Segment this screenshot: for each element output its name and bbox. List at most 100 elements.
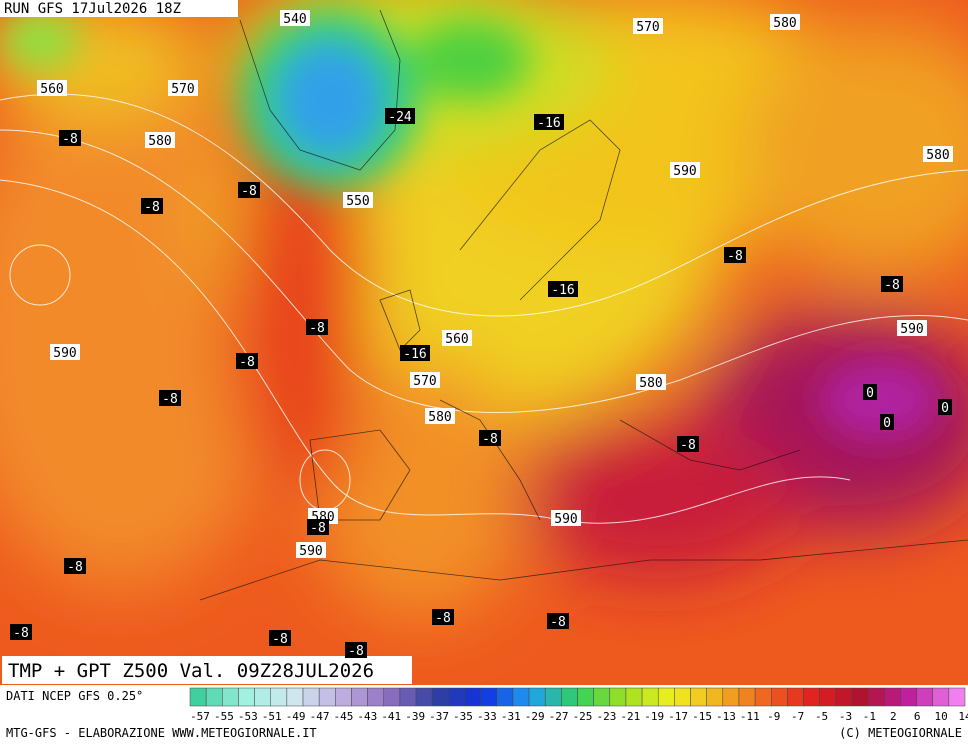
temperature-label-box (59, 130, 81, 146)
colorbar-tick-label: -9 (767, 710, 780, 723)
colorbar-tick-label: 6 (914, 710, 921, 723)
temperature-label-box (269, 630, 291, 646)
height-label-box (923, 146, 953, 162)
colorbar-cell (577, 687, 594, 707)
temperature-label: -8 (884, 278, 900, 293)
colorbar-cell (189, 687, 207, 707)
colorbar-tick-label: -23 (596, 710, 616, 723)
colorbar-tick-label: -13 (716, 710, 736, 723)
temperature-label: -8 (309, 321, 325, 336)
height-label-box (425, 408, 455, 424)
colorbar-cell (302, 687, 320, 707)
temperature-label: 0 (866, 386, 874, 401)
colorbar-tick-label: -21 (620, 710, 640, 723)
run-box (0, 0, 238, 17)
colorbar-cell (415, 687, 433, 707)
height-label-box (296, 542, 326, 558)
temperature-label-box (306, 319, 328, 335)
colorbar-cell (383, 687, 401, 707)
temperature-label: -8 (550, 615, 566, 630)
colorbar-cell (657, 687, 675, 707)
colorbar-cell (528, 687, 546, 707)
colorbar-tick-label: -43 (357, 710, 377, 723)
colorbar-cell (464, 687, 481, 707)
colorbar-cell (399, 687, 417, 707)
colorbar-cell (819, 687, 837, 707)
height-label: 590 (673, 164, 696, 179)
colorbar-cell (867, 687, 885, 707)
colorbar-tick-label: -53 (238, 710, 258, 723)
colorbar-tick-label: -7 (791, 710, 804, 723)
source-label: DATI NCEP GFS 0.25° (6, 689, 143, 703)
height-label: 580 (428, 410, 451, 425)
height-label: 580 (639, 376, 662, 391)
temperature-label-box (236, 353, 258, 369)
colorbar-cell (771, 687, 788, 707)
height-label-box (897, 320, 927, 336)
temperature-label-box (479, 430, 501, 446)
height-label: 540 (283, 12, 306, 27)
height-label: 590 (299, 544, 322, 559)
temperature-label: -8 (144, 200, 160, 215)
temperature-label-box (548, 281, 578, 297)
colorbar-cell (496, 687, 514, 707)
temperature-label: 0 (941, 401, 949, 416)
colorbar-cell (803, 687, 820, 707)
colorbar: -57 -55 -53 -51 -49 -47 -45 -43 -41 -39 -37 -35 -33-… (189, 687, 968, 723)
colorbar-tick-label: -27 (549, 710, 569, 723)
temperature-label: -8 (348, 644, 364, 659)
colorbar-tick-label: 2 (890, 710, 897, 723)
colorbar-cell (448, 687, 465, 707)
colorbar-tick-label: -55 (214, 710, 234, 723)
colorbar-cell (690, 687, 707, 707)
temperature-label-box (10, 624, 32, 640)
map-title: TMP + GPT Z500 Val. 09Z28JUL2026 (8, 660, 374, 682)
colorbar-cell (754, 687, 772, 707)
colorbar-cell (254, 687, 271, 707)
temperature-label: -8 (13, 626, 29, 641)
temperature-label-box (238, 182, 260, 198)
colorbar-cell (431, 687, 449, 707)
colorbar-tick-label: -1 (863, 710, 876, 723)
colorbar-tick-label: -3 (839, 710, 852, 723)
colorbar-cell (238, 687, 255, 707)
temperature-label: -8 (62, 132, 78, 147)
height-label-box (633, 18, 663, 34)
colorbar-cell (674, 687, 691, 707)
colorbar-cell (884, 687, 901, 707)
height-label-box (442, 330, 472, 346)
height-label: 560 (40, 82, 63, 97)
colorbar-tick-label: -33 (477, 710, 497, 723)
temperature-label-box (724, 247, 746, 263)
temperature-label: -8 (680, 438, 696, 453)
colorbar-tick-label: -29 (525, 710, 545, 723)
colorbar-cell (609, 687, 627, 707)
colorbar-cell (270, 687, 288, 707)
temperature-label: -8 (67, 560, 83, 575)
colorbar-tick-label: -45 (334, 710, 354, 723)
run-label: RUN GFS 17Jul2026 18Z (4, 1, 181, 17)
colorbar-cell (367, 687, 384, 707)
temperature-field (0, 0, 968, 685)
colorbar-tick-label: -35 (453, 710, 473, 723)
temperature-label-box (141, 198, 163, 214)
height-label: 590 (554, 512, 577, 527)
colorbar-cell (722, 687, 740, 707)
colorbar-cell (222, 687, 239, 707)
colorbar-cell (932, 687, 950, 707)
colorbar-tick-label: -39 (405, 710, 425, 723)
temperature-label-box (159, 390, 181, 406)
height-label-box (551, 510, 581, 526)
title-box (2, 656, 412, 684)
colorbar-cell (948, 687, 966, 707)
height-label: 580 (148, 134, 171, 149)
temperature-label: -8 (482, 432, 498, 447)
temperature-label-box (64, 558, 86, 574)
height-contours (0, 93, 968, 524)
temperature-label-box (385, 108, 415, 124)
temperature-label-box (881, 276, 903, 292)
colorbar-tick-label: 14 (958, 710, 968, 723)
colorbar-tick-label: -31 (501, 710, 521, 723)
height-label-box (636, 374, 666, 390)
